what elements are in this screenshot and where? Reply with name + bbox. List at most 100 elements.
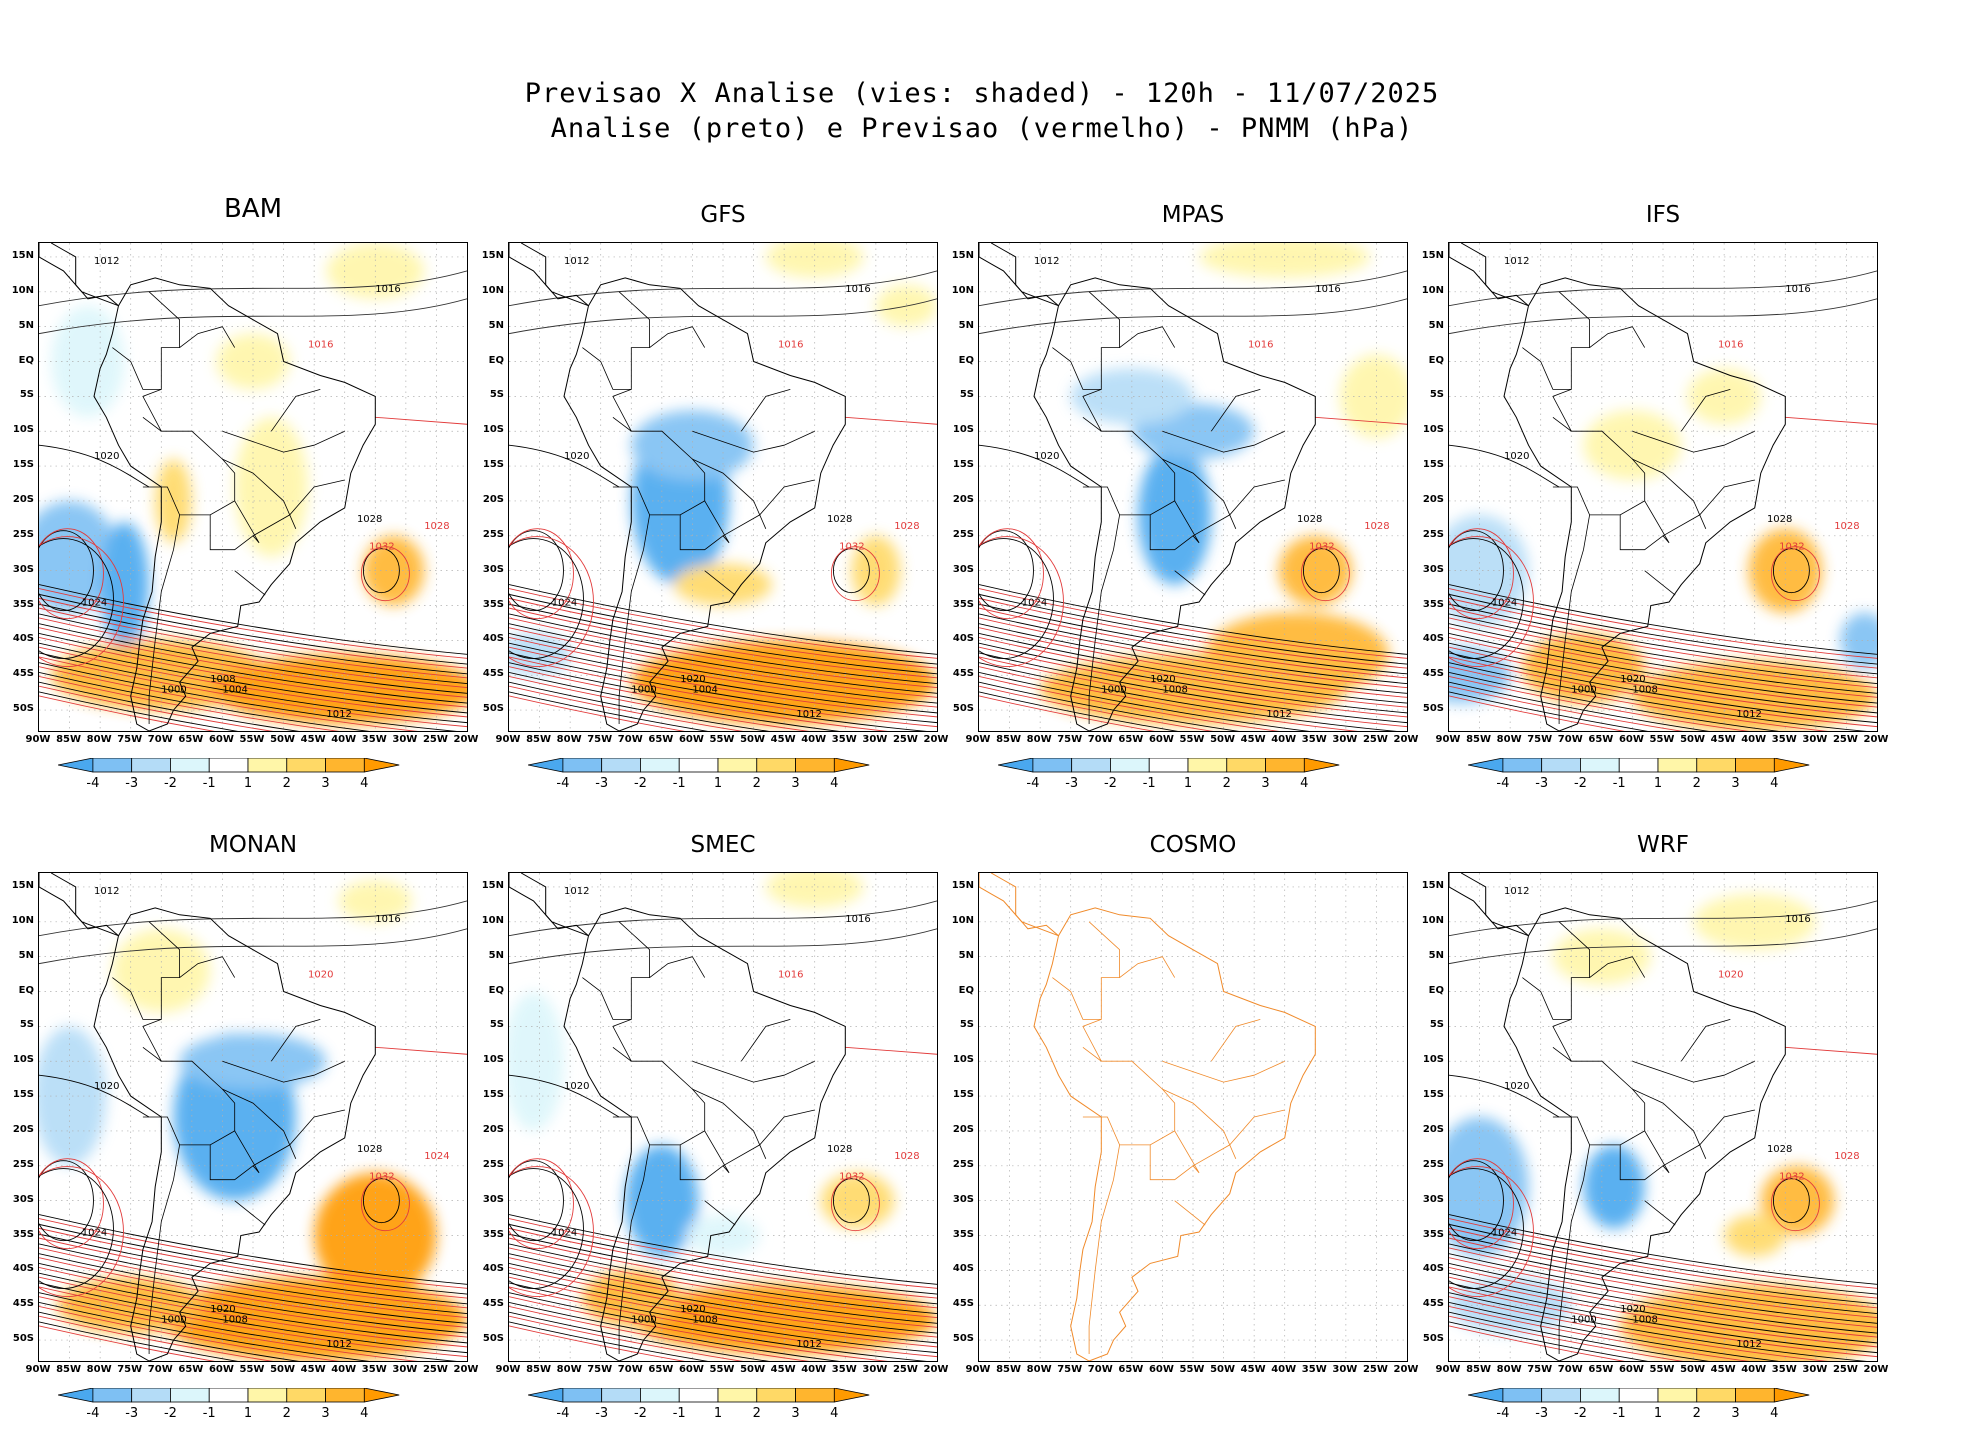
colorbar-label: -4 bbox=[86, 1406, 100, 1421]
forecast-isobar bbox=[39, 656, 467, 728]
colorbar-swatch bbox=[1541, 758, 1581, 773]
contour-label: 1028 bbox=[1767, 514, 1792, 525]
colorbar-swatch bbox=[1657, 1388, 1698, 1403]
contour-label: 1020 bbox=[1034, 451, 1059, 462]
lat-label: 20S bbox=[482, 1123, 504, 1135]
lat-label: 50S bbox=[952, 703, 974, 715]
contour-label: 1004 bbox=[692, 685, 717, 696]
country-border bbox=[582, 347, 632, 390]
forecast-isobar bbox=[1449, 1247, 1877, 1319]
analysis-isobar bbox=[509, 1282, 937, 1354]
lat-label: 50S bbox=[482, 1333, 504, 1345]
lat-label: 20S bbox=[952, 493, 974, 505]
colorbar-swatch bbox=[562, 1388, 603, 1403]
lon-label: 60W bbox=[1618, 734, 1644, 745]
country-border bbox=[618, 1144, 650, 1354]
coastline bbox=[563, 277, 846, 731]
lat-label: 5S bbox=[959, 1019, 974, 1031]
country-border bbox=[1082, 956, 1176, 1062]
colorbar-label: 4 bbox=[1770, 1406, 1779, 1421]
lon-label: 20W bbox=[1863, 1364, 1889, 1375]
map-canvas-wrf: 1012101610201020102410281032102810201008… bbox=[1449, 873, 1877, 1361]
colorbar-label: -1 bbox=[1612, 776, 1626, 791]
country-border bbox=[252, 479, 345, 537]
contour-label: 1016 bbox=[1718, 340, 1743, 351]
colorbar-swatch bbox=[717, 758, 758, 773]
forecast-isobar bbox=[1449, 597, 1877, 669]
lon-label: 80W bbox=[556, 1364, 582, 1375]
colorbar-swatch bbox=[1187, 758, 1228, 773]
lat-label: 25S bbox=[482, 1158, 504, 1170]
country-border bbox=[1632, 1060, 1755, 1083]
colorbar-swatch bbox=[131, 758, 171, 773]
contour-label: 1012 bbox=[1504, 256, 1529, 267]
lon-label: 90W bbox=[1435, 734, 1461, 745]
contour-label: 1012 bbox=[94, 256, 119, 267]
forecast-isobar bbox=[1449, 676, 1750, 731]
coastline bbox=[563, 907, 846, 1361]
contour-label: 1024 bbox=[1022, 598, 1047, 609]
lon-label: 80W bbox=[86, 734, 112, 745]
country-border bbox=[1680, 389, 1731, 432]
country-border bbox=[1644, 1200, 1676, 1226]
analysis-isobar bbox=[39, 632, 467, 704]
country-border bbox=[222, 458, 297, 529]
lat-label: 45S bbox=[952, 1298, 974, 1310]
lon-label: 90W bbox=[495, 734, 521, 745]
lat-label: 25S bbox=[1422, 1158, 1444, 1170]
lon-label: 20W bbox=[453, 1364, 479, 1375]
lon-label: 75W bbox=[1527, 734, 1553, 745]
lon-label: 70W bbox=[147, 1364, 173, 1375]
forecast-isobar bbox=[509, 1296, 889, 1361]
lon-label: 80W bbox=[86, 1364, 112, 1375]
contour-label: 1012 bbox=[326, 1339, 351, 1350]
lon-label: 85W bbox=[56, 1364, 82, 1375]
lat-label: 25S bbox=[1422, 528, 1444, 540]
analysis-isobar bbox=[39, 613, 467, 685]
lat-label: 10N bbox=[11, 284, 34, 296]
contour-label: 1016 bbox=[1785, 284, 1810, 295]
lat-label: 40S bbox=[1422, 1263, 1444, 1275]
country-border bbox=[1162, 458, 1237, 529]
contour-label: 1028 bbox=[1834, 521, 1859, 532]
country-border bbox=[1632, 1088, 1707, 1159]
analysis-isobar bbox=[509, 593, 937, 665]
colorbar-swatch bbox=[1618, 758, 1659, 773]
lat-label: 45S bbox=[12, 668, 34, 680]
colorbar-swatch bbox=[247, 1388, 288, 1403]
colorbar-swatch bbox=[170, 758, 210, 773]
lon-label: 55W bbox=[1179, 734, 1205, 745]
colorbar-monan bbox=[58, 1388, 400, 1403]
colorbar-swatch bbox=[678, 1388, 719, 1403]
lat-label: 10S bbox=[952, 1054, 974, 1066]
analysis-isobar bbox=[979, 584, 1407, 655]
colorbar-label: -4 bbox=[1496, 776, 1510, 791]
forecast-isobar bbox=[1449, 627, 1877, 698]
country-border bbox=[1662, 479, 1755, 537]
lat-label: EQ bbox=[488, 984, 504, 996]
country-border bbox=[1558, 291, 1591, 348]
lat-label: 20S bbox=[952, 1123, 974, 1135]
lon-label: 50W bbox=[740, 734, 766, 745]
forecast-isobar bbox=[39, 1266, 467, 1338]
country-border bbox=[1558, 1144, 1590, 1354]
lon-label: 50W bbox=[1680, 734, 1706, 745]
colorbar-label: 4 bbox=[1300, 776, 1309, 791]
country-border bbox=[1174, 570, 1206, 596]
forecast-isobar bbox=[39, 1325, 215, 1361]
contour-label: 1012 bbox=[94, 886, 119, 897]
country-border bbox=[1680, 1019, 1731, 1062]
colorbar-label: 1 bbox=[1653, 776, 1663, 791]
lat-label: EQ bbox=[18, 984, 34, 996]
country-border bbox=[1552, 1046, 1646, 1146]
lat-label: 10S bbox=[12, 1054, 34, 1066]
forecast-isobar bbox=[979, 685, 1214, 731]
forecast-isobar bbox=[979, 617, 1407, 689]
contour-label: 1028 bbox=[1297, 514, 1322, 525]
contour-label: 1016 bbox=[375, 914, 400, 925]
lat-label: 10N bbox=[11, 914, 34, 926]
bias-area bbox=[1583, 1144, 1645, 1229]
lon-label: 55W bbox=[1179, 1364, 1205, 1375]
bias-area bbox=[1583, 410, 1682, 481]
lat-label: 25S bbox=[12, 528, 34, 540]
